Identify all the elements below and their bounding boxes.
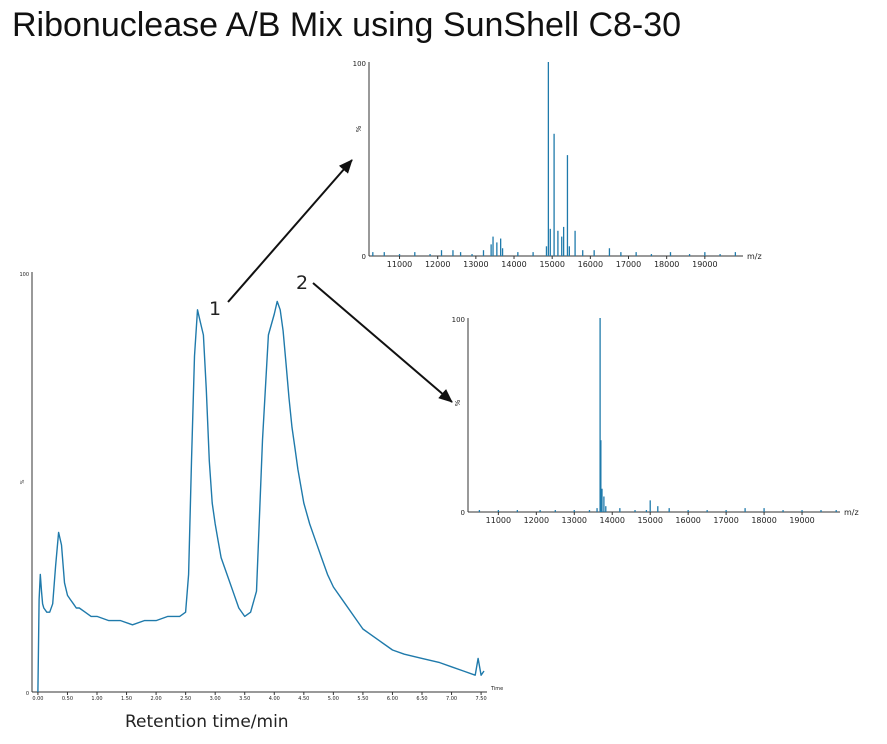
chromatogram-xtick-label-13: 6.50 (416, 696, 427, 702)
chromatogram-xtick-label-0: 0.00 (32, 696, 43, 702)
arrow-peak-1-to-spectrum-1 (227, 159, 353, 303)
mass-spectrum-2-xtick-label-4: 15000 (637, 516, 662, 525)
mass-spectrum-2-xtick-label-5: 16000 (675, 516, 700, 525)
mass-spectrum-1-chart: 100 0% 11000 12000 13000 14000 15000 16000 17000… (353, 60, 762, 269)
chromatogram-chart: 100 0% 0.00 0.50 1.00 1.50 2.00 2.50 3.00 3.50 4.0… (19, 272, 503, 702)
mass-spectrum-1-xtick-label-0: 11000 (387, 260, 412, 269)
peak-2-label: 2 (296, 272, 308, 294)
mass-spectrum-2-ytick-100: 100 (452, 316, 465, 324)
chromatogram-xtick-label-10: 5.00 (328, 696, 339, 702)
chromatogram-x-unit-label: Time (490, 686, 503, 692)
chromatogram-xtick-label-14: 7.00 (446, 696, 457, 702)
mass-spectrum-1-x-unit-label: m/z (747, 252, 762, 261)
mass-spectrum-2-y-label: % (454, 399, 462, 406)
chromatogram-ytick-100: 100 (19, 272, 29, 278)
chromatogram-xtick-label-9: 4.50 (298, 696, 309, 702)
mass-spectrum-2-ytick-0: 0 (461, 509, 465, 517)
mass-spectrum-1-y-label: % (355, 125, 363, 132)
arrow-peak-2-to-spectrum-2 (312, 282, 453, 403)
mass-spectrum-2-chart: 100 0% 11000 12000 13000 14000 15000 16000 17000… (452, 316, 859, 525)
mass-spectrum-2-xtick-label-0: 11000 (486, 516, 511, 525)
mass-spectrum-1-xtick-label-5: 16000 (578, 260, 603, 269)
mass-spectrum-2-xtick-label-3: 14000 (600, 516, 625, 525)
chromatogram-xtick-label-12: 6.00 (387, 696, 398, 702)
mass-spectrum-2-x-unit-label: m/z (844, 508, 859, 517)
chromatogram-xtick-label-4: 2.00 (151, 696, 162, 702)
chromatogram-xtick-label-1: 0.50 (62, 696, 73, 702)
mass-spectrum-1-ytick-0: 0 (362, 253, 366, 261)
mass-spectrum-1-xtick-label-1: 12000 (425, 260, 450, 269)
mass-spectrum-1-xtick-label-8: 19000 (692, 260, 717, 269)
mass-spectrum-2-xtick-label-7: 18000 (751, 516, 776, 525)
chromatogram-y-label: % (20, 479, 26, 484)
chromatogram-xtick-label-6: 3.00 (210, 696, 221, 702)
mass-spectrum-1-xtick-label-6: 17000 (616, 260, 641, 269)
mass-spectrum-2-xtick-label-8: 19000 (789, 516, 814, 525)
chromatogram-xtick-label-11: 5.50 (357, 696, 368, 702)
mass-spectrum-1-xtick-label-4: 15000 (539, 260, 564, 269)
mass-spectrum-1-ytick-100: 100 (353, 60, 366, 68)
chromatogram-xtick-label-3: 1.50 (121, 696, 132, 702)
mass-spectrum-2-xtick-label-1: 12000 (524, 516, 549, 525)
chromatogram-xtick-label-5: 2.50 (180, 696, 191, 702)
chromatogram-xtick-label-7: 3.50 (239, 696, 250, 702)
mass-spectrum-1-xtick-label-2: 13000 (463, 260, 488, 269)
chromatogram-trace (37, 300, 485, 693)
page-title: Ribonuclease A/B Mix using SunShell C8-3… (12, 6, 682, 44)
mass-spectrum-1-xtick-label-7: 18000 (654, 260, 679, 269)
chromatogram-xtick-label-15: 7.50 (476, 696, 487, 702)
chromatogram-ytick-0: 0 (26, 691, 29, 697)
chromatogram-x-axis-label: Retention time/min (125, 712, 289, 732)
peak-1-label: 1 (209, 298, 221, 320)
mass-spectrum-1-xtick-label-3: 14000 (501, 260, 526, 269)
mass-spectrum-2-xtick-label-6: 17000 (713, 516, 738, 525)
mass-spectrum-2-xtick-label-2: 13000 (562, 516, 587, 525)
chromatogram-xtick-label-2: 1.00 (91, 696, 102, 702)
chromatogram-xtick-label-8: 4.00 (269, 696, 280, 702)
